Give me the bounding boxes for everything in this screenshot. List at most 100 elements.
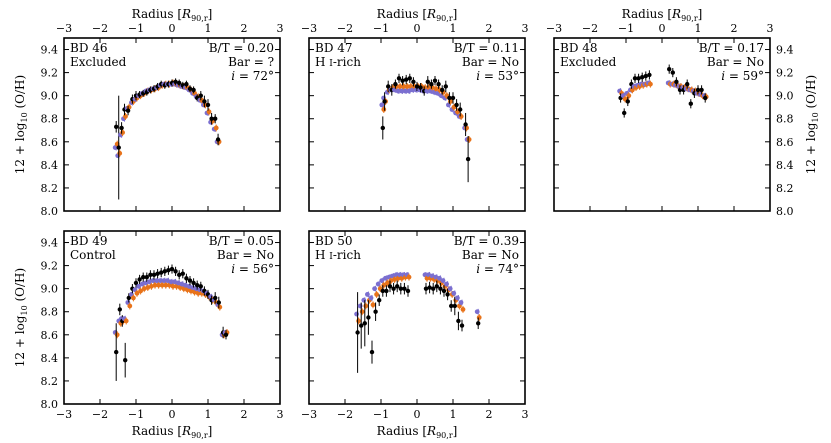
orange-point [120,130,125,135]
black-point [429,81,434,87]
orange-point [392,277,397,282]
bar-flag: Bar = No [462,55,519,69]
black-point [458,107,463,112]
x-tick-label: −3 [546,22,562,35]
y-axis-label: 12 + log10 (O/H) [804,75,820,174]
black-point [476,321,481,326]
y-tick-label: 8.0 [41,205,59,218]
orange-point [359,309,365,315]
black-point [141,274,146,280]
black-point [151,272,157,278]
orange-point [217,304,223,310]
purple-point [440,278,446,283]
orange-point [466,137,472,142]
black-point [144,274,149,280]
purple-point [365,292,370,297]
x-tick-label: −2 [337,22,353,35]
black-point [670,70,675,75]
black-point [180,271,185,276]
orange-point [363,303,369,309]
black-point [395,284,400,289]
black-point [116,145,121,150]
black-point [123,357,128,363]
orange-point [114,332,120,338]
purple-point [458,300,464,305]
x-tick-label: −3 [301,408,317,421]
panel-label: Control [70,248,116,262]
x-tick-label: −2 [582,22,598,35]
black-point [465,156,471,162]
black-point [695,87,701,93]
x-tick-label: −2 [92,408,108,421]
black-point [191,280,196,286]
x-tick-label: −1 [128,22,144,35]
black-point [418,85,423,90]
orange-point [458,114,464,119]
orange-point [206,109,212,115]
bar-flag: Bar = No [462,248,519,262]
black-point [159,270,164,275]
orange-point [170,283,176,289]
purple-point [383,275,388,281]
x-tick-label: 2 [241,408,248,421]
purple-point [406,88,412,94]
bar-flag: Bar = No [707,55,764,69]
panel-bd-46: −3 −2 −1 0 1 2 3 8.0 8.2 8.4 8.6 8.8 9.0 9.2 9.4 Radius… [13,7,284,218]
purple-point [154,278,160,283]
x-tick-label: 1 [205,22,212,35]
black-point [380,288,385,294]
black-point [423,286,429,291]
black-point [667,66,672,72]
black-point [137,277,142,282]
orange-point [131,295,136,301]
x-tick-label: −3 [56,408,72,421]
panel-bd-49: −3 −2 −1 0 1 2 3 8.0 8.2 8.4 8.6 8.8 9.0 9.2 9.4 Radius… [13,230,284,440]
inclination: i = 59° [721,69,764,83]
orange-point [385,280,390,286]
black-point [436,81,441,87]
black-point [443,84,448,89]
black-point [117,307,123,312]
purple-point [437,275,442,281]
purple-point [354,311,359,317]
x-axis-label: Radius [R90,r] [377,424,458,440]
purple-point [444,281,449,287]
bulge-to-total: B/T = 0.20 [209,41,274,55]
black-point [391,286,396,291]
black-point [431,286,436,291]
panel-name: BD 47 [315,41,353,55]
panel-label: H I-rich [315,55,361,69]
x-tick-label: 0 [169,22,176,35]
black-point [699,87,704,93]
black-point [198,93,203,98]
purple-point [474,309,480,315]
black-point [463,122,468,127]
panel-label: Excluded [560,55,617,69]
x-tick-label: 3 [522,408,529,421]
purple-point [455,295,460,301]
panel-bd-48: −3 −2 −1 0 1 2 3 8.0 8.2 8.4 8.6 8.8 9.0 9.2 9.4 Radius… [546,7,820,218]
x-tick-label: 0 [169,408,176,421]
purple-point [179,281,185,287]
purple-point [402,88,408,94]
x-tick-label: −2 [337,408,353,421]
y-tick-label: 9.2 [41,260,59,273]
black-point [387,284,393,289]
black-point [622,110,627,116]
black-point [362,321,367,326]
inclination: i = 72° [231,69,274,83]
black-point [384,288,389,294]
y-tick-label: 8.8 [41,113,59,126]
black-point [434,284,439,289]
orange-point [406,274,412,280]
orange-point [123,114,128,119]
purple-point [357,303,363,309]
inclination: i = 53° [476,69,519,83]
purple-point [379,102,385,108]
orange-point [149,283,154,289]
black-point [402,286,407,291]
y-tick-label: 9.0 [41,90,59,103]
black-point [155,271,160,276]
x-tick-label: 3 [767,22,774,35]
orange-point [404,84,410,89]
